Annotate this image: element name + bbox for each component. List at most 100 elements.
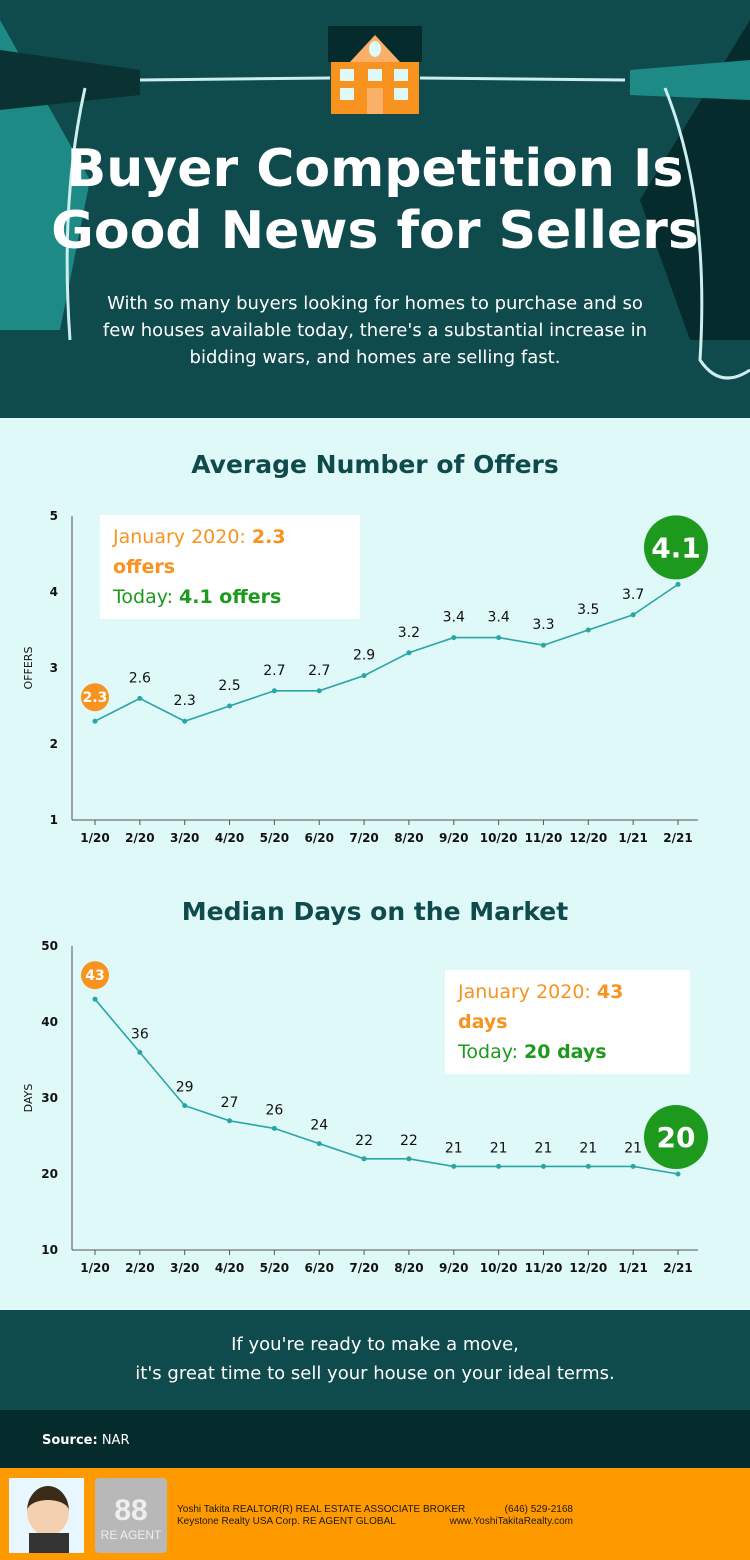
data-point <box>316 1141 322 1147</box>
data-label: 27 <box>221 1095 239 1111</box>
data-point <box>451 1163 457 1169</box>
y-tick-label: 1 <box>50 813 58 827</box>
data-label: 3.4 <box>443 610 465 626</box>
source-label: Source: <box>42 1433 98 1448</box>
days-callout: January 2020: 43 days Today: 20 days <box>445 970 690 1074</box>
x-tick-label: 10/20 <box>480 1261 518 1275</box>
y-tick-label: 40 <box>41 1015 58 1029</box>
callout-end-label: Today: <box>458 1041 525 1063</box>
logo-text: RE AGENT <box>100 1528 162 1542</box>
x-tick-label: 6/20 <box>305 831 334 845</box>
data-point <box>137 695 143 701</box>
data-label: 43 <box>85 968 104 984</box>
data-point <box>361 673 367 679</box>
data-label: 2.6 <box>129 670 151 686</box>
callout-start-label: January 2020: <box>113 526 252 548</box>
data-label: 26 <box>265 1102 283 1118</box>
x-tick-label: 2/21 <box>663 831 692 845</box>
x-tick-label: 10/20 <box>480 831 518 845</box>
callout-start-value: 2.3 offers <box>113 526 286 578</box>
data-label: 3.3 <box>532 617 554 633</box>
x-tick-label: 12/20 <box>569 831 607 845</box>
x-tick-label: 4/20 <box>215 831 244 845</box>
start-badge <box>81 961 109 990</box>
data-label: 3.2 <box>398 625 420 641</box>
data-point <box>630 612 636 618</box>
data-point <box>540 1163 546 1169</box>
data-point <box>271 688 277 694</box>
data-point <box>451 635 457 641</box>
data-point <box>227 703 233 709</box>
y-tick-label: 4 <box>50 585 58 599</box>
data-label: 22 <box>400 1133 418 1149</box>
x-tick-label: 11/20 <box>525 831 563 845</box>
days-chart: 10 20 30 40 50 DAYS 1/20 2/20 3/20 4/20 5/20 6/20 7/… <box>0 930 750 1290</box>
tug-of-war-illustration <box>0 20 750 380</box>
re-agent-logo: 88 RE AGENT <box>95 1478 167 1553</box>
agent-footer: 88 RE AGENT Yoshi Takita REALTOR(R) REAL… <box>0 1468 750 1560</box>
data-label: 21 <box>579 1140 597 1156</box>
source-value: NAR <box>101 1433 130 1448</box>
callout-end-label: Today: <box>113 586 180 608</box>
y-tick-label: 5 <box>50 509 58 523</box>
call-to-action: If you're ready to make a move, it's gre… <box>0 1310 750 1410</box>
x-tick-label: 7/20 <box>349 831 378 845</box>
callout-start-label: January 2020: <box>458 981 597 1003</box>
data-point <box>271 1125 277 1131</box>
x-tick-label: 9/20 <box>439 831 468 845</box>
x-tick-label: 5/20 <box>260 831 289 845</box>
y-tick-label: 20 <box>41 1167 58 1181</box>
agent-phone[interactable]: (646) 529-2168 <box>504 1504 573 1515</box>
x-tick-label: 1/20 <box>80 1261 109 1275</box>
data-point <box>496 1163 502 1169</box>
house-icon <box>328 26 422 114</box>
data-label: 21 <box>624 1140 642 1156</box>
agent-website[interactable]: www.YoshiTakitaRealty.com <box>449 1516 573 1527</box>
data-point <box>92 996 98 1002</box>
source-note: Source: NAR <box>0 1410 750 1468</box>
data-point <box>137 1049 143 1055</box>
data-point <box>675 1171 681 1177</box>
data-point <box>182 718 188 724</box>
y-tick-label: 2 <box>50 737 58 751</box>
offers-chart-svg: 1 2 3 4 5 OFFERS 1/20 2/20 3/20 4/20 5/20 6/20 7/20 8… <box>22 509 708 845</box>
start-badge <box>81 683 109 712</box>
data-label: 22 <box>355 1133 373 1149</box>
agent-name: Yoshi Takita REALTOR(R) REAL ESTATE ASSO… <box>177 1504 466 1515</box>
data-point <box>675 581 681 587</box>
data-point <box>540 642 546 648</box>
chart-title-days: Median Days on the Market <box>181 897 569 926</box>
x-tick-label: 4/20 <box>215 1261 244 1275</box>
data-label: 4.1 <box>651 531 701 564</box>
data-point <box>227 1118 233 1124</box>
x-tick-label: 3/20 <box>170 831 199 845</box>
agent-photo <box>9 1478 84 1553</box>
data-label: 29 <box>176 1080 194 1096</box>
x-tick-label: 6/20 <box>305 1261 334 1275</box>
end-badge <box>644 515 708 580</box>
callout-start-value: 43 days <box>458 981 624 1033</box>
x-tick-label: 1/21 <box>618 1261 647 1275</box>
x-tick-label: 11/20 <box>525 1261 563 1275</box>
data-label: 21 <box>445 1140 463 1156</box>
header-banner: Buyer Competition Is Good News for Seller… <box>0 0 750 418</box>
data-point <box>406 1156 412 1162</box>
x-tick-label: 2/21 <box>663 1261 692 1275</box>
data-point <box>316 688 322 694</box>
data-label: 3.7 <box>622 587 644 603</box>
y-tick-label: 3 <box>50 661 58 675</box>
data-point <box>585 627 591 633</box>
data-label: 21 <box>535 1140 553 1156</box>
data-label: 24 <box>310 1118 328 1134</box>
x-tick-label: 8/20 <box>394 831 423 845</box>
x-tick-label: 5/20 <box>260 1261 289 1275</box>
x-tick-label: 2/20 <box>125 1261 154 1275</box>
offers-callout: January 2020: 2.3 offers Today: 4.1 offe… <box>100 515 360 619</box>
data-label: 2.3 <box>83 690 108 706</box>
data-point <box>496 635 502 641</box>
data-label: 2.7 <box>308 663 330 679</box>
y-axis-label: OFFERS <box>22 647 35 690</box>
subtitle: With so many buyers looking for homes to… <box>102 293 648 368</box>
title-line-1: Buyer Competition Is <box>66 139 684 199</box>
x-tick-label: 8/20 <box>394 1261 423 1275</box>
